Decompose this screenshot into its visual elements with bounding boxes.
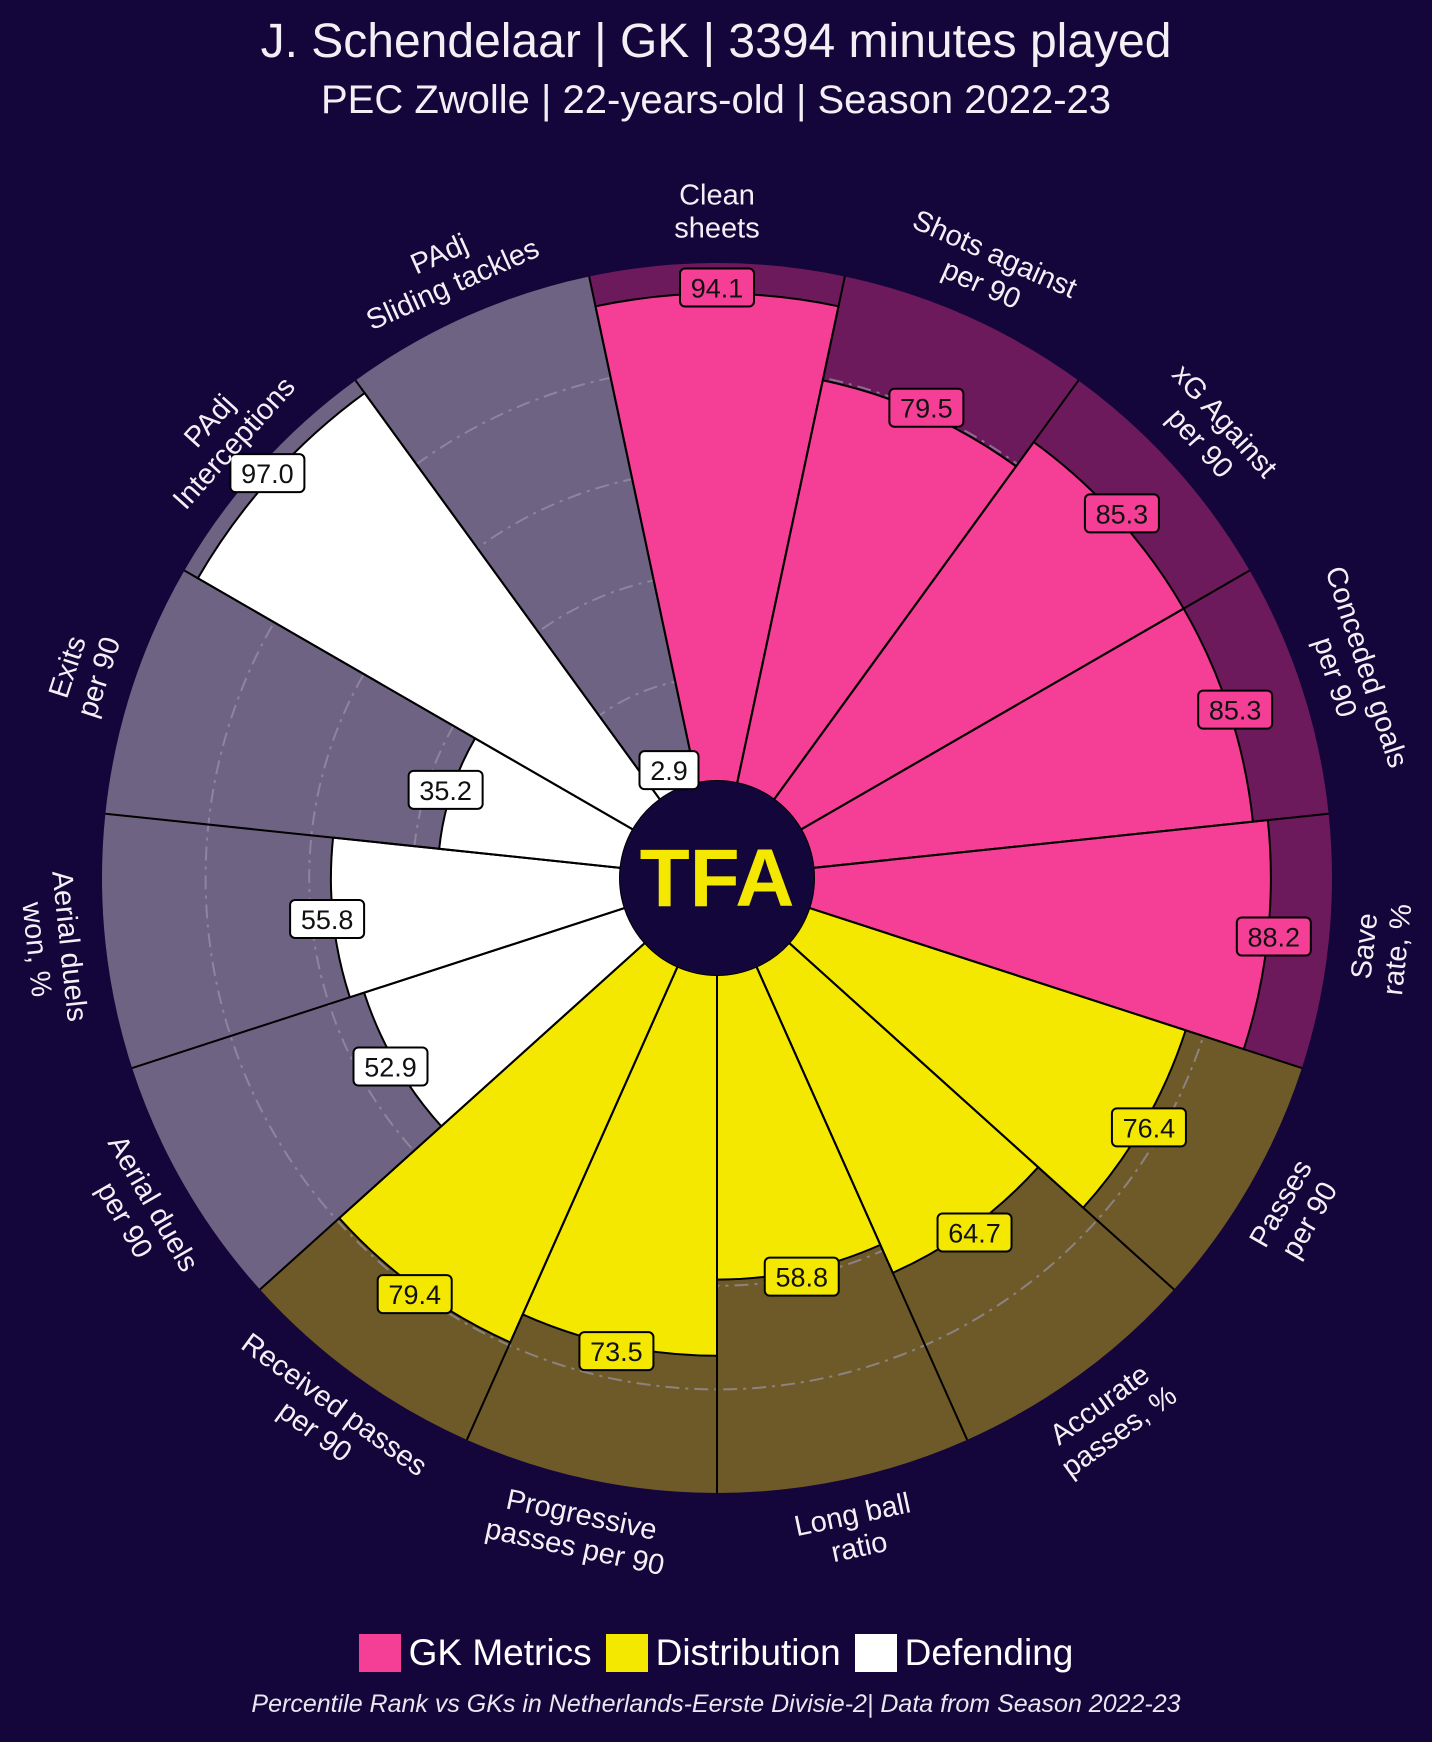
value-label: 76.4	[1123, 1113, 1176, 1143]
center-circle	[620, 781, 814, 975]
slice-separator	[131, 907, 626, 1069]
value-box	[289, 898, 366, 939]
chart-subtitle: PEC Zwolle | 22-years-old | Season 2022-…	[320, 78, 1112, 122]
slice-separator	[813, 812, 1329, 869]
slice-separator	[788, 942, 1175, 1291]
slice-separator	[800, 569, 1251, 831]
slice-separator	[259, 942, 646, 1291]
metric-label: Aerial duelswon, %	[12, 869, 92, 1026]
value-box	[1197, 689, 1274, 730]
value-label: 97.0	[241, 459, 294, 489]
slice-background	[355, 276, 697, 800]
value-label: 55.8	[301, 905, 354, 935]
value-label: 35.2	[419, 776, 472, 806]
metric-label: Clean sheets	[674, 180, 759, 245]
value-label: 85.3	[1209, 696, 1262, 726]
metric-label: Passesper 90	[1244, 1155, 1348, 1270]
value-label: 88.2	[1248, 923, 1301, 953]
legend-item-gk-metrics: GK Metrics	[358, 1632, 592, 1674]
slice-separator	[105, 812, 621, 869]
value-label: 64.7	[948, 1218, 1001, 1248]
legend-label: GK Metrics	[408, 1632, 592, 1673]
legend-swatch-distribution	[605, 1634, 648, 1672]
slice-separator	[588, 276, 698, 784]
value-box	[1083, 493, 1160, 534]
value-label: 79.5	[900, 394, 953, 424]
value-label: 52.9	[364, 1053, 417, 1083]
legend-label: Defending	[904, 1632, 1074, 1673]
value-box	[1235, 916, 1312, 957]
value-box	[763, 1256, 840, 1297]
value-label: 2.9	[650, 756, 688, 786]
slice-separator	[354, 379, 661, 801]
value-box	[407, 769, 484, 810]
value-box	[229, 453, 306, 494]
slice-separator	[736, 276, 846, 784]
legend-label: Distribution	[655, 1632, 841, 1673]
value-box	[679, 267, 755, 308]
metric-label: Progressivepasses per 90	[482, 1481, 674, 1582]
value-box	[578, 1331, 655, 1372]
value-box	[638, 750, 700, 791]
legend-item-defending: Defending	[854, 1632, 1074, 1674]
legend: GK Metrics Distribution Defending	[0, 1632, 1432, 1674]
slice-separator	[183, 569, 634, 831]
legend-item-distribution: Distribution	[605, 1632, 841, 1674]
value-label: 73.5	[590, 1337, 643, 1367]
slice-separator	[755, 966, 969, 1441]
metric-label-line: Save	[1346, 912, 1385, 981]
value-label: 79.4	[388, 1280, 441, 1310]
metric-label-line: sheets	[674, 213, 759, 245]
footnote: Percentile Rank vs GKs in Netherlands-Ee…	[251, 1690, 1181, 1718]
value-label: 94.1	[691, 274, 744, 304]
metric-label: Saverate, %	[1344, 899, 1418, 997]
value-label: 58.8	[775, 1263, 828, 1293]
value-box	[376, 1274, 453, 1315]
value-box	[888, 387, 965, 428]
legend-swatch-gk-metrics	[358, 1634, 401, 1672]
slice-separator	[465, 966, 679, 1441]
metric-label: Long ballratio	[792, 1487, 921, 1575]
value-box	[1110, 1107, 1187, 1148]
slice-separator	[773, 379, 1080, 801]
value-box	[936, 1212, 1013, 1253]
tfa-logo: TFA	[640, 833, 795, 924]
metric-label-line: Clean	[679, 180, 755, 212]
value-label: 85.3	[1096, 499, 1149, 529]
chart-title: J. Schendelaar | GK | 3394 minutes playe…	[260, 15, 1172, 68]
value-box	[352, 1046, 429, 1087]
legend-swatch-defending	[854, 1634, 897, 1672]
metric-label: Exitsper 90	[40, 623, 127, 721]
slice-separator	[808, 907, 1303, 1069]
